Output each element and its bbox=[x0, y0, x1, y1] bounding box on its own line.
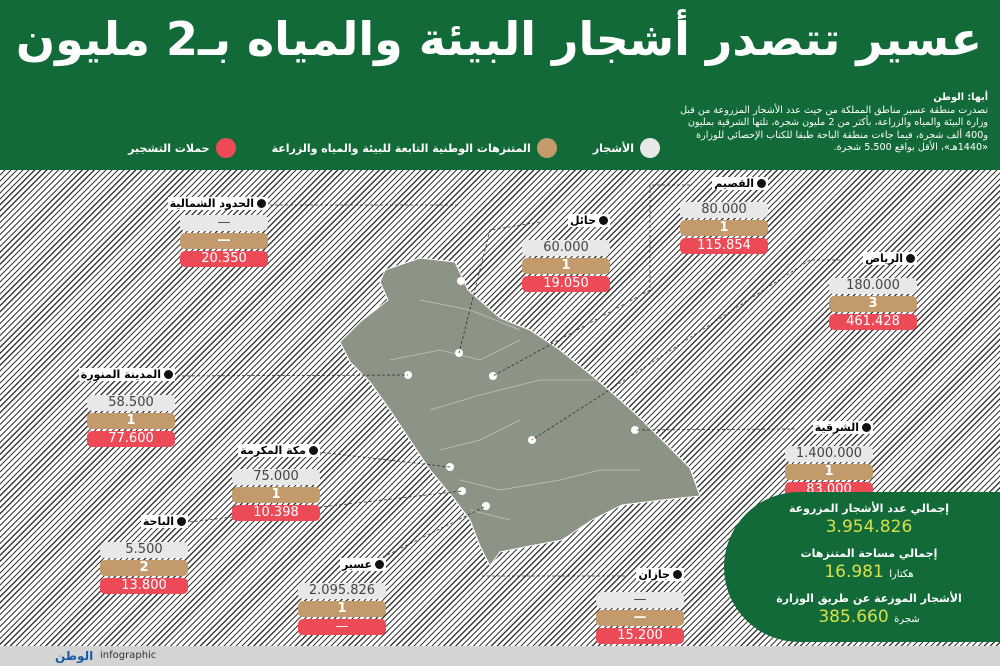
pin-icon bbox=[309, 446, 318, 455]
pin-icon bbox=[673, 570, 682, 579]
legend: الأشجار المتنزهات الوطنية التابعة للبيئة… bbox=[128, 138, 660, 158]
footer-text: infographic bbox=[100, 650, 157, 661]
region-parks-value: 1 bbox=[87, 413, 175, 429]
legend-item-campaigns: حملات التشجير bbox=[128, 138, 236, 158]
pin-icon bbox=[164, 370, 173, 379]
pin-icon bbox=[257, 199, 266, 208]
total-trees-value: 3.954.826 bbox=[825, 517, 913, 537]
region-name: حائل bbox=[569, 214, 596, 227]
circle-icon bbox=[640, 138, 660, 158]
pin-icon bbox=[177, 517, 186, 526]
map-shape bbox=[339, 257, 701, 567]
region-parks-value: 1 bbox=[232, 487, 320, 503]
summary-panel: إجمالي عدد الأشجار المزروعة 3.954.826 إج… bbox=[724, 492, 1000, 642]
parks-area-unit: هكتارا bbox=[889, 569, 914, 580]
pin-icon bbox=[599, 216, 608, 225]
region-label: الرياض bbox=[863, 252, 917, 265]
region-campaigns-value: 77.600 bbox=[87, 431, 175, 447]
region-campaigns-value: 19.050 bbox=[522, 276, 610, 292]
region-name: مكة المكرمة bbox=[240, 444, 306, 457]
intro-body: تصدرت منطقة عسير مناطق المملكة من حيث عد… bbox=[680, 104, 988, 154]
alwatan-logo: الوطن bbox=[55, 649, 94, 663]
distributed-label: الأشجار الموزعة عن طريق الوزارة bbox=[776, 592, 962, 605]
region-campaigns-value: 20.350 bbox=[180, 251, 268, 267]
region-trees-value: 2.095.826 bbox=[298, 583, 386, 599]
region-name: القصيم bbox=[714, 177, 754, 190]
parks-area-value: 16.981 bbox=[824, 562, 884, 582]
region-parks-value: 2 bbox=[100, 560, 188, 576]
region-name: جازان bbox=[638, 568, 670, 581]
header: عسير تتصدر أشجار البيئة والمياه بـ2 مليو… bbox=[0, 0, 1000, 170]
region-campaigns-value: 461.428 bbox=[829, 314, 917, 330]
region-parks-value: 1 bbox=[522, 258, 610, 274]
region-parks-value: — bbox=[180, 233, 268, 249]
region-name: الباحة bbox=[142, 515, 174, 528]
region-trees-value: 58.500 bbox=[87, 395, 175, 411]
region-label: الحدود الشمالية bbox=[167, 197, 268, 210]
region-parks-value: 1 bbox=[680, 220, 768, 236]
byline: أبها: الوطن bbox=[933, 92, 988, 103]
region-trees-value: 180.000 bbox=[829, 278, 917, 294]
region-trees-value: 60.000 bbox=[522, 240, 610, 256]
region-name: الرياض bbox=[865, 252, 903, 265]
region-trees-value: 80.000 bbox=[680, 202, 768, 218]
region-campaigns-value: 13.800 bbox=[100, 578, 188, 594]
region-trees-value: 1.400.000 bbox=[785, 446, 873, 462]
legend-label: الأشجار bbox=[592, 141, 634, 155]
region-campaigns-value: 10.398 bbox=[232, 505, 320, 521]
region-trees-value: 75.000 bbox=[232, 469, 320, 485]
region-label: الباحة bbox=[140, 515, 188, 528]
region-campaigns-value: 115.854 bbox=[680, 238, 768, 254]
circle-icon bbox=[215, 138, 236, 158]
region-parks-value: 3 bbox=[829, 296, 917, 312]
pin-icon bbox=[757, 179, 766, 188]
region-campaigns-value: 15.200 bbox=[596, 628, 684, 644]
pin-icon bbox=[906, 254, 915, 263]
pin-icon bbox=[862, 423, 871, 432]
region-parks-value: — bbox=[596, 610, 684, 626]
region-name: الشرقية bbox=[814, 421, 859, 434]
circle-icon bbox=[536, 138, 557, 158]
legend-item-parks: المتنزهات الوطنية التابعة للبيئة والمياه… bbox=[272, 138, 557, 158]
leader-lines bbox=[171, 184, 840, 577]
footer: الوطن infographic bbox=[0, 646, 1000, 666]
region-label: القصيم bbox=[712, 177, 768, 190]
distributed-unit: شجرة bbox=[894, 614, 920, 625]
distributed-value: 385.660 bbox=[818, 607, 889, 627]
region-trees-value: 5.500 bbox=[100, 542, 188, 558]
intro-text: أبها: الوطن تصدرت منطقة عسير مناطق الممل… bbox=[668, 92, 988, 155]
legend-label: حملات التشجير bbox=[128, 141, 210, 155]
region-label: جازان bbox=[636, 568, 684, 581]
region-label: الشرقية bbox=[812, 421, 873, 434]
parks-area-label: إجمالي مساحة المتنزهات bbox=[800, 547, 938, 560]
pin-icon bbox=[375, 560, 384, 569]
region-label: المدينة المنورة bbox=[78, 368, 175, 381]
region-name: الحدود الشمالية bbox=[169, 197, 254, 210]
region-parks-value: 1 bbox=[785, 464, 873, 480]
region-trees-value: — bbox=[596, 592, 684, 608]
region-label: عسير bbox=[339, 558, 386, 571]
region-trees-value: — bbox=[180, 215, 268, 231]
page-title: عسير تتصدر أشجار البيئة والمياه بـ2 مليو… bbox=[15, 12, 982, 66]
region-name: عسير bbox=[341, 558, 372, 571]
region-label: حائل bbox=[567, 214, 610, 227]
region-parks-value: 1 bbox=[298, 601, 386, 617]
legend-item-trees: الأشجار bbox=[593, 138, 660, 158]
region-name: المدينة المنورة bbox=[80, 368, 161, 381]
total-trees-label: إجمالي عدد الأشجار المزروعة bbox=[788, 502, 950, 515]
region-label: مكة المكرمة bbox=[238, 444, 320, 457]
legend-label: المتنزهات الوطنية التابعة للبيئة والمياه… bbox=[271, 141, 531, 155]
region-campaigns-value: — bbox=[298, 619, 386, 635]
